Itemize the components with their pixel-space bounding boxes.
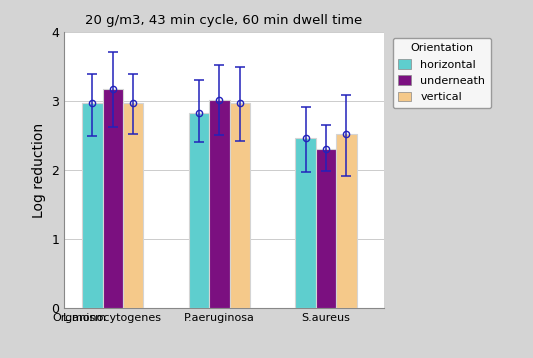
Y-axis label: Log reduction: Log reduction — [31, 122, 45, 218]
Bar — [295, 138, 316, 308]
Bar — [189, 113, 209, 308]
Legend: horizontal, underneath, vertical: horizontal, underneath, vertical — [392, 38, 491, 108]
Bar — [123, 103, 143, 308]
Bar — [316, 149, 336, 308]
Bar — [209, 101, 230, 308]
Bar — [230, 103, 250, 308]
Title: 20 g/m3, 43 min cycle, 60 min dwell time: 20 g/m3, 43 min cycle, 60 min dwell time — [85, 14, 362, 27]
Bar — [102, 90, 123, 308]
Bar — [82, 103, 103, 308]
Bar — [336, 134, 357, 308]
